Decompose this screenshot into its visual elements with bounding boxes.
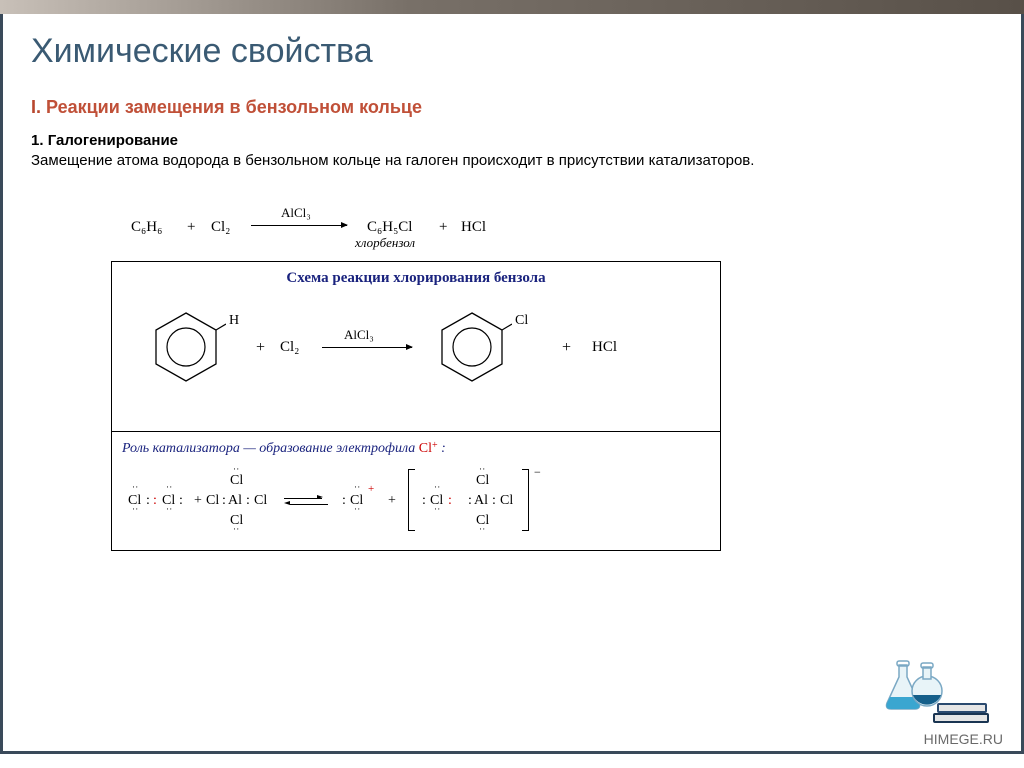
- eq-product: C₆H₅Cl: [367, 219, 412, 236]
- diagram-title: Схема реакции хлорирования бензола: [122, 270, 710, 287]
- subsection-heading: 1. Галогенирование: [31, 132, 993, 149]
- diagram-plus1: +: [256, 339, 265, 357]
- eq-catalyst: AlCl₃: [281, 205, 311, 221]
- lewis-plus: +: [388, 493, 396, 509]
- lewis-colon: :: [222, 493, 226, 509]
- reaction-arrow-icon: [322, 347, 412, 348]
- lewis-colon: :: [246, 493, 250, 509]
- top-gradient-bar: [0, 0, 1024, 14]
- bracket-right-icon: [522, 469, 529, 531]
- lewis-cl-right: Cl: [254, 493, 267, 509]
- lewis-cl: · · Cl · ·: [128, 493, 141, 509]
- bracket-left-icon: [408, 469, 415, 531]
- benzene-structural-equation: H + Cl₂ AlCl₃ Cl + HCl: [122, 295, 710, 415]
- role-text: Роль катализатора — образование электроф…: [122, 441, 419, 456]
- lewis-cl-top: · · Cl: [230, 473, 243, 489]
- lewis-colon: :: [492, 493, 496, 509]
- diagram-top: Схема реакции хлорирования бензола H + C…: [112, 262, 720, 432]
- lewis-cl: · · Cl · ·: [430, 493, 443, 509]
- lewis-structure-equation: · · Cl · · : : · · Cl · · : + · · Cl: [122, 467, 710, 535]
- lewis-colon: :: [146, 493, 150, 509]
- section-heading: I. Реакции замещения в бензольном кольце: [31, 97, 993, 118]
- catalyst-role-line: Роль катализатора — образование электроф…: [122, 440, 710, 457]
- lewis-cl: Cl: [454, 493, 467, 509]
- equilibrium-arrow-icon: [284, 495, 328, 507]
- eq-lhs: C₆H₆: [131, 219, 162, 236]
- role-cl: Cl+: [419, 441, 438, 456]
- diagram-catalyst: AlCl₃: [344, 327, 374, 343]
- lewis-al: Al: [228, 493, 242, 509]
- sub-label: Галогенирование: [48, 132, 178, 149]
- diagram-box: Схема реакции хлорирования бензола H + C…: [111, 261, 721, 551]
- subsection-body: Замещение атома водорода в бензольном ко…: [31, 151, 993, 171]
- benzene-ring-icon: [146, 307, 226, 387]
- sub-num: 1.: [31, 132, 44, 149]
- lewis-cl-left: Cl: [206, 493, 219, 509]
- lewis-cl-cation: · · Cl · ·: [350, 493, 363, 509]
- lewis-colon: :: [422, 493, 426, 509]
- lewis-colon: :: [448, 493, 452, 509]
- lewis-colon: :: [179, 493, 183, 509]
- lewis-cl-bottom: Cl · ·: [476, 513, 489, 529]
- eq-cl2: Cl₂: [211, 219, 230, 236]
- lewis-cl-top: · · Cl: [476, 473, 489, 489]
- watermark: HIMEGE.RU: [924, 731, 1003, 747]
- diagram-cl2: Cl₂: [280, 339, 299, 356]
- page-title: Химические свойства: [31, 32, 993, 71]
- diagram-bottom: Роль катализатора — образование электроф…: [112, 432, 720, 550]
- lewis-cl-right: Cl: [500, 493, 513, 509]
- equation-text: C₆H₆ + Cl₂ AlCl₃ C₆H₅Cl + HCl хлорбензол: [131, 205, 993, 249]
- eq-hcl: HCl: [461, 219, 486, 236]
- lewis-colon: :: [342, 493, 346, 509]
- lewis-cl: · · Cl · ·: [162, 493, 175, 509]
- benzene-ring-icon: [432, 307, 512, 387]
- lewis-colon: :: [468, 493, 472, 509]
- reaction-arrow-icon: [251, 225, 347, 226]
- ring2-substituent: Cl: [515, 313, 528, 329]
- eq-product-label: хлорбензол: [355, 235, 415, 251]
- eq-plus2: +: [439, 219, 447, 236]
- lewis-anion-charge: −: [534, 465, 541, 480]
- section-label: Реакции замещения в бензольном кольце: [46, 97, 422, 117]
- eq-plus: +: [187, 219, 195, 236]
- lewis-al: Al: [474, 493, 488, 509]
- lewis-cl-bottom: Cl · ·: [230, 513, 243, 529]
- slide-frame: Химические свойства I. Реакции замещения…: [0, 14, 1024, 754]
- lewis-bond-colon: :: [153, 493, 157, 509]
- lewis-cation-charge: +: [368, 483, 374, 495]
- diagram-plus2: +: [562, 339, 571, 357]
- ring1-substituent: H: [229, 313, 239, 329]
- chemistry-decoration-icon: [883, 647, 993, 725]
- section-num: I.: [31, 97, 41, 117]
- lewis-plus: +: [194, 493, 202, 509]
- diagram-hcl: HCl: [592, 339, 617, 356]
